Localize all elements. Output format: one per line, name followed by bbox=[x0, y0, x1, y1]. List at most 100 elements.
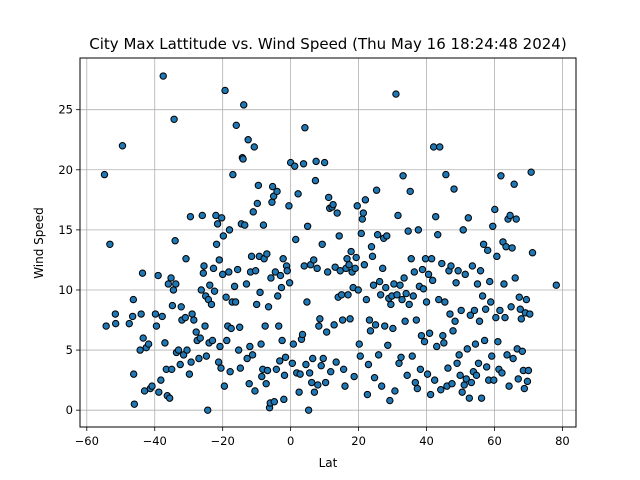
scatter-point bbox=[181, 313, 190, 322]
scatter-point bbox=[188, 310, 196, 318]
scatter-point bbox=[457, 306, 465, 315]
scatter-point bbox=[375, 277, 384, 286]
scatter-point bbox=[137, 310, 145, 318]
scatter-point bbox=[460, 381, 468, 389]
scatter-point bbox=[498, 369, 506, 377]
scatter-point bbox=[186, 212, 195, 221]
scatter-point bbox=[176, 360, 184, 369]
scatter-point bbox=[527, 168, 535, 176]
y-tick-label: 25 bbox=[58, 103, 73, 117]
scatter-point bbox=[372, 186, 381, 194]
scatter-point bbox=[343, 255, 351, 263]
scatter-point bbox=[174, 346, 183, 354]
scatter-point bbox=[190, 316, 198, 324]
scatter-point bbox=[419, 285, 428, 293]
scatter-point bbox=[310, 256, 318, 264]
scatter-point bbox=[393, 291, 401, 299]
scatter-point bbox=[352, 253, 360, 262]
scatter-point bbox=[161, 339, 169, 347]
scatter-point bbox=[518, 347, 527, 355]
scatter-point bbox=[389, 324, 397, 333]
scatter-point bbox=[128, 312, 137, 321]
scatter-point bbox=[253, 199, 262, 208]
scatter-point bbox=[426, 390, 435, 399]
scatter-point bbox=[217, 214, 226, 222]
scatter-point bbox=[210, 287, 219, 295]
scatter-point bbox=[427, 255, 436, 263]
scatter-point bbox=[264, 303, 273, 311]
scatter-point bbox=[416, 365, 425, 374]
scatter-point bbox=[522, 295, 531, 304]
scatter-point bbox=[303, 298, 311, 306]
scatter-point bbox=[204, 406, 212, 414]
scatter-point bbox=[398, 295, 406, 304]
scatter-point bbox=[399, 172, 407, 180]
scatter-point bbox=[247, 252, 256, 261]
scatter-point bbox=[277, 283, 286, 292]
scatter-point bbox=[242, 280, 251, 288]
scatter-point bbox=[158, 312, 166, 321]
scatter-point bbox=[448, 380, 456, 388]
y-tick-label: 0 bbox=[66, 403, 73, 417]
scatter-point bbox=[212, 240, 221, 249]
scatter-point bbox=[254, 181, 263, 190]
scatter-point bbox=[425, 329, 434, 337]
scatter-point bbox=[183, 346, 191, 354]
grid bbox=[80, 58, 576, 427]
scatter-point bbox=[315, 322, 323, 330]
scatter-point bbox=[248, 351, 257, 359]
scatter-point bbox=[192, 328, 200, 336]
x-tick-label: −20 bbox=[211, 434, 235, 448]
scatter-point bbox=[252, 300, 261, 309]
scatter-point bbox=[472, 371, 481, 380]
scatter-point bbox=[225, 226, 234, 234]
scatter-point bbox=[144, 340, 153, 348]
scatter-point bbox=[241, 221, 249, 229]
scatter-point bbox=[356, 352, 364, 360]
scatter-point bbox=[317, 362, 325, 370]
scatter-point bbox=[198, 211, 207, 220]
x-tick-label: 0 bbox=[287, 434, 294, 448]
scatter-point bbox=[512, 215, 520, 223]
scatter-point bbox=[486, 277, 494, 286]
scatter-point bbox=[312, 157, 320, 166]
data-points bbox=[100, 72, 560, 414]
scatter-point bbox=[139, 334, 147, 342]
scatter-point bbox=[357, 229, 365, 238]
scatter-point bbox=[488, 352, 496, 360]
scatter-point bbox=[397, 353, 405, 361]
scatter-point bbox=[496, 306, 504, 315]
scatter-point bbox=[288, 359, 297, 367]
scatter-point bbox=[168, 365, 176, 374]
scatter-point bbox=[382, 283, 390, 292]
scatter-point bbox=[480, 336, 489, 345]
scatter-point bbox=[487, 298, 495, 306]
scatter-point bbox=[503, 351, 511, 359]
scatter-point bbox=[455, 351, 463, 359]
scatter-point bbox=[507, 303, 515, 311]
scatter-point bbox=[157, 376, 165, 384]
scatter-point bbox=[267, 274, 275, 282]
scatter-point bbox=[136, 346, 144, 354]
scatter-point bbox=[387, 300, 395, 309]
scatter-point bbox=[367, 243, 376, 251]
scatter-point bbox=[482, 363, 491, 371]
scatter-point bbox=[182, 255, 190, 263]
scatter-point bbox=[280, 371, 289, 380]
scatter-point bbox=[430, 376, 439, 384]
scatter-point bbox=[332, 358, 340, 366]
scatter-point bbox=[514, 375, 522, 383]
scatter-point bbox=[461, 270, 469, 279]
scatter-point bbox=[207, 300, 216, 309]
scatter-point bbox=[289, 340, 298, 348]
scatter-point bbox=[355, 340, 363, 348]
scatter-point bbox=[483, 246, 492, 255]
scatter-point bbox=[441, 298, 449, 306]
scatter-point bbox=[230, 282, 239, 291]
scatter-point bbox=[378, 264, 387, 273]
scatter-point bbox=[383, 232, 391, 240]
scatter-point bbox=[456, 371, 464, 380]
scatter-point bbox=[493, 252, 501, 261]
scatter-point bbox=[449, 327, 457, 335]
scatter-point bbox=[451, 317, 459, 325]
